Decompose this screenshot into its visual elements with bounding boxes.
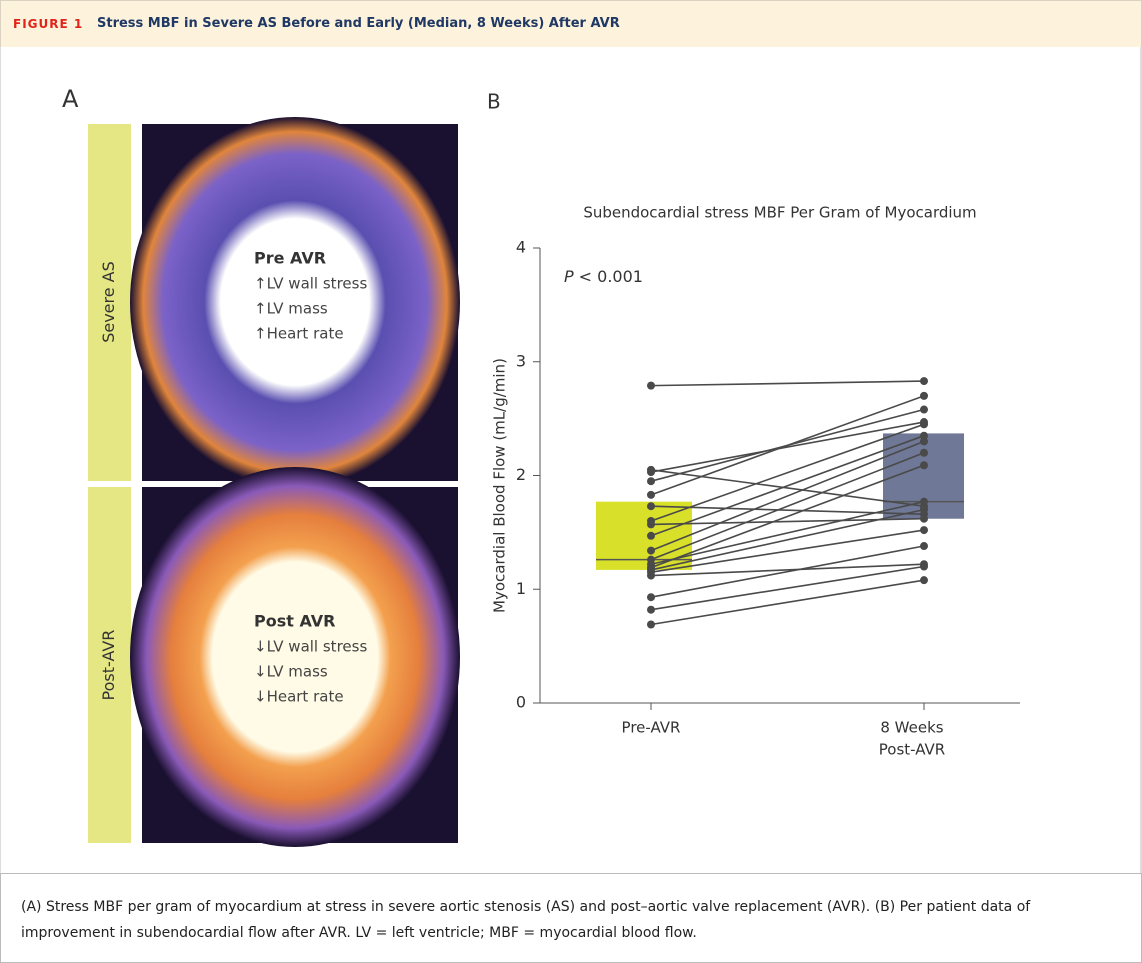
patient-point (647, 382, 655, 390)
overlay-line: ↑LV mass (254, 300, 328, 318)
overlay-line: ↓LV mass (254, 663, 328, 681)
y-axis-label: Myocardial Blood Flow (mL/g/min) (491, 358, 509, 613)
patient-point (920, 515, 928, 523)
patient-point (920, 576, 928, 584)
overlay-line: ↓Heart rate (254, 688, 344, 706)
patient-point (647, 572, 655, 580)
overlay-heading: Post AVR (254, 612, 335, 631)
patient-point (920, 542, 928, 550)
annotation: P < 0.001 (564, 267, 643, 286)
annotation-italic: P (564, 267, 574, 286)
patient-point (647, 547, 655, 555)
chart-title: Subendocardial stress MBF Per Gram of My… (583, 204, 976, 222)
header: FIGURE 1 Stress MBF in Severe AS Before … (0, 0, 1142, 47)
patient-line (651, 567, 924, 610)
patient-point (920, 461, 928, 469)
x-tick-label: 8 Weeks (880, 719, 943, 737)
patient-point (920, 406, 928, 414)
overlay-line: ↑Heart rate (254, 325, 344, 343)
side-label: Post-AVR (99, 630, 118, 701)
patient-point (647, 606, 655, 614)
patient-point (647, 621, 655, 629)
patient-point (920, 377, 928, 385)
side-label: Severe AS (99, 261, 118, 343)
figure-title: Stress MBF in Severe AS Before and Early… (97, 16, 620, 31)
patient-point (920, 420, 928, 428)
figure-label: FIGURE 1 (13, 17, 83, 31)
mri-ring (130, 467, 460, 847)
x-tick-label: Pre-AVR (622, 719, 681, 737)
patient-point (647, 520, 655, 528)
panel-label: B (487, 90, 501, 114)
y-tick-label: 3 (516, 351, 526, 370)
y-tick-label: 0 (516, 693, 526, 712)
patient-point (920, 526, 928, 534)
overlay-line: ↓LV wall stress (254, 638, 367, 656)
patient-point (647, 491, 655, 499)
patient-point (647, 593, 655, 601)
patient-point (920, 449, 928, 457)
patient-point (647, 477, 655, 485)
patient-point (920, 506, 928, 514)
patient-line (651, 580, 924, 624)
figure: A B Severe AS Pre AVR ↑LV wall stress ↑LV m… (0, 47, 1142, 873)
patient-point (920, 392, 928, 400)
overlay-line: ↑LV wall stress (254, 275, 367, 293)
patient-line (651, 381, 924, 386)
panel-label: A (62, 85, 79, 113)
patient-point (647, 502, 655, 510)
caption: (A) Stress MBF per gram of myocardium at… (0, 873, 1142, 963)
y-tick-label: 2 (516, 465, 526, 484)
patient-point (647, 532, 655, 540)
patient-point (920, 437, 928, 445)
patient-point (920, 498, 928, 506)
page: FIGURE 1 Stress MBF in Severe AS Before … (0, 0, 1142, 963)
patient-point (920, 563, 928, 571)
x-tick-label: Post-AVR (879, 741, 945, 759)
caption-text: (A) Stress MBF per gram of myocardium at… (21, 874, 1121, 946)
patient-point (647, 468, 655, 476)
y-tick-label: 1 (516, 579, 526, 598)
y-tick-label: 4 (516, 238, 526, 257)
overlay-heading: Pre AVR (254, 249, 326, 268)
annotation-text: < 0.001 (579, 267, 643, 286)
